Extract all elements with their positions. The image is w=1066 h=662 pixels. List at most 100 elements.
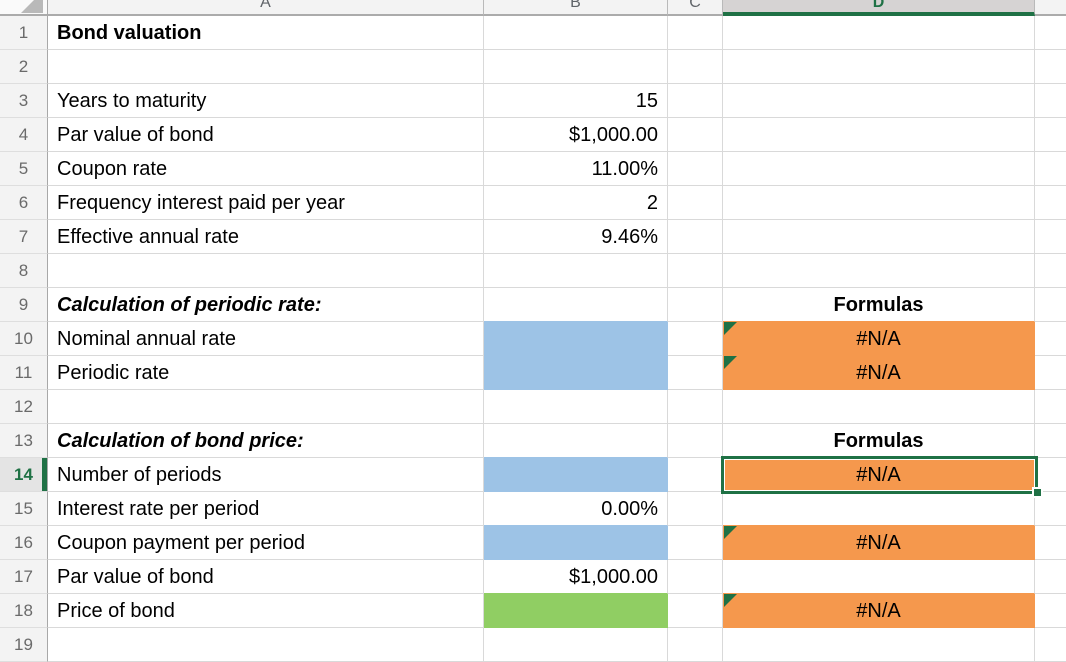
cell-d17[interactable] xyxy=(723,560,1035,594)
cell-a11[interactable]: Periodic rate xyxy=(48,356,484,390)
cell-c16[interactable] xyxy=(668,526,723,560)
cell-a1[interactable]: Bond valuation xyxy=(48,16,484,50)
cell-c7[interactable] xyxy=(668,220,723,254)
row-header-5[interactable]: 5 xyxy=(0,152,48,186)
cell-d4[interactable] xyxy=(723,118,1035,152)
cell-d5[interactable] xyxy=(723,152,1035,186)
cell-c15[interactable] xyxy=(668,492,723,526)
cell-d7[interactable] xyxy=(723,220,1035,254)
cell-d1[interactable] xyxy=(723,16,1035,50)
cell-e8[interactable] xyxy=(1035,254,1066,288)
col-header-e-partial[interactable] xyxy=(1035,0,1066,16)
cell-c11[interactable] xyxy=(668,356,723,390)
cell-e1[interactable] xyxy=(1035,16,1066,50)
row-header-3[interactable]: 3 xyxy=(0,84,48,118)
cell-b6[interactable]: 2 xyxy=(484,186,668,220)
cell-b17[interactable]: $1,000.00 xyxy=(484,560,668,594)
cell-a12[interactable] xyxy=(48,390,484,424)
cell-e19[interactable] xyxy=(1035,628,1066,662)
cell-b8[interactable] xyxy=(484,254,668,288)
cell-d18[interactable]: #N/A xyxy=(723,594,1035,628)
cell-b15[interactable]: 0.00% xyxy=(484,492,668,526)
cell-c6[interactable] xyxy=(668,186,723,220)
cell-e17[interactable] xyxy=(1035,560,1066,594)
col-header-b[interactable]: B xyxy=(484,0,668,16)
cell-b16-input[interactable] xyxy=(484,526,668,560)
cell-a16[interactable]: Coupon payment per period xyxy=(48,526,484,560)
cell-c4[interactable] xyxy=(668,118,723,152)
cell-d13[interactable]: Formulas xyxy=(723,424,1035,458)
cell-e4[interactable] xyxy=(1035,118,1066,152)
cell-a3[interactable]: Years to maturity xyxy=(48,84,484,118)
cell-d2[interactable] xyxy=(723,50,1035,84)
cell-d14-active[interactable]: #N/A xyxy=(723,458,1035,492)
cell-b13[interactable] xyxy=(484,424,668,458)
cell-c2[interactable] xyxy=(668,50,723,84)
cell-b14-input[interactable] xyxy=(484,458,668,492)
cell-c9[interactable] xyxy=(668,288,723,322)
cell-b1[interactable] xyxy=(484,16,668,50)
col-header-a[interactable]: A xyxy=(48,0,484,16)
cell-b12[interactable] xyxy=(484,390,668,424)
cell-d19[interactable] xyxy=(723,628,1035,662)
cell-b7[interactable]: 9.46% xyxy=(484,220,668,254)
cell-c12[interactable] xyxy=(668,390,723,424)
cell-d3[interactable] xyxy=(723,84,1035,118)
cell-e13[interactable] xyxy=(1035,424,1066,458)
row-header-17[interactable]: 17 xyxy=(0,560,48,594)
cell-b19[interactable] xyxy=(484,628,668,662)
row-header-7[interactable]: 7 xyxy=(0,220,48,254)
cell-c13[interactable] xyxy=(668,424,723,458)
cell-c17[interactable] xyxy=(668,560,723,594)
cell-e11[interactable] xyxy=(1035,356,1066,390)
row-header-16[interactable]: 16 xyxy=(0,526,48,560)
cell-a6[interactable]: Frequency interest paid per year xyxy=(48,186,484,220)
cell-e10[interactable] xyxy=(1035,322,1066,356)
cell-e9[interactable] xyxy=(1035,288,1066,322)
cell-a2[interactable] xyxy=(48,50,484,84)
row-header-12[interactable]: 12 xyxy=(0,390,48,424)
row-header-9[interactable]: 9 xyxy=(0,288,48,322)
row-header-6[interactable]: 6 xyxy=(0,186,48,220)
cell-d6[interactable] xyxy=(723,186,1035,220)
cell-c19[interactable] xyxy=(668,628,723,662)
cell-e5[interactable] xyxy=(1035,152,1066,186)
cell-a7[interactable]: Effective annual rate xyxy=(48,220,484,254)
cell-e18[interactable] xyxy=(1035,594,1066,628)
cell-b11-input[interactable] xyxy=(484,356,668,390)
cell-e15[interactable] xyxy=(1035,492,1066,526)
cell-b10-input[interactable] xyxy=(484,322,668,356)
cell-c18[interactable] xyxy=(668,594,723,628)
cell-c3[interactable] xyxy=(668,84,723,118)
cell-e7[interactable] xyxy=(1035,220,1066,254)
cell-c10[interactable] xyxy=(668,322,723,356)
cell-b18-result[interactable] xyxy=(484,594,668,628)
cell-c1[interactable] xyxy=(668,16,723,50)
row-header-11[interactable]: 11 xyxy=(0,356,48,390)
row-header-10[interactable]: 10 xyxy=(0,322,48,356)
row-header-1[interactable]: 1 xyxy=(0,16,48,50)
cell-e16[interactable] xyxy=(1035,526,1066,560)
row-header-8[interactable]: 8 xyxy=(0,254,48,288)
cell-d8[interactable] xyxy=(723,254,1035,288)
row-header-15[interactable]: 15 xyxy=(0,492,48,526)
cell-d15[interactable] xyxy=(723,492,1035,526)
cell-b4[interactable]: $1,000.00 xyxy=(484,118,668,152)
cell-a10[interactable]: Nominal annual rate xyxy=(48,322,484,356)
cell-b2[interactable] xyxy=(484,50,668,84)
cell-b3[interactable]: 15 xyxy=(484,84,668,118)
cell-a15[interactable]: Interest rate per period xyxy=(48,492,484,526)
fill-handle[interactable] xyxy=(1032,487,1043,498)
cell-a5[interactable]: Coupon rate xyxy=(48,152,484,186)
cell-a4[interactable]: Par value of bond xyxy=(48,118,484,152)
cell-d12[interactable] xyxy=(723,390,1035,424)
cell-d10[interactable]: #N/A xyxy=(723,322,1035,356)
row-header-19[interactable]: 19 xyxy=(0,628,48,662)
cell-a13[interactable]: Calculation of bond price: xyxy=(48,424,484,458)
cell-a14[interactable]: Number of periods xyxy=(48,458,484,492)
row-header-2[interactable]: 2 xyxy=(0,50,48,84)
row-header-18[interactable]: 18 xyxy=(0,594,48,628)
cell-a19[interactable] xyxy=(48,628,484,662)
cell-b9[interactable] xyxy=(484,288,668,322)
row-header-14-active[interactable]: 14 xyxy=(0,458,48,492)
